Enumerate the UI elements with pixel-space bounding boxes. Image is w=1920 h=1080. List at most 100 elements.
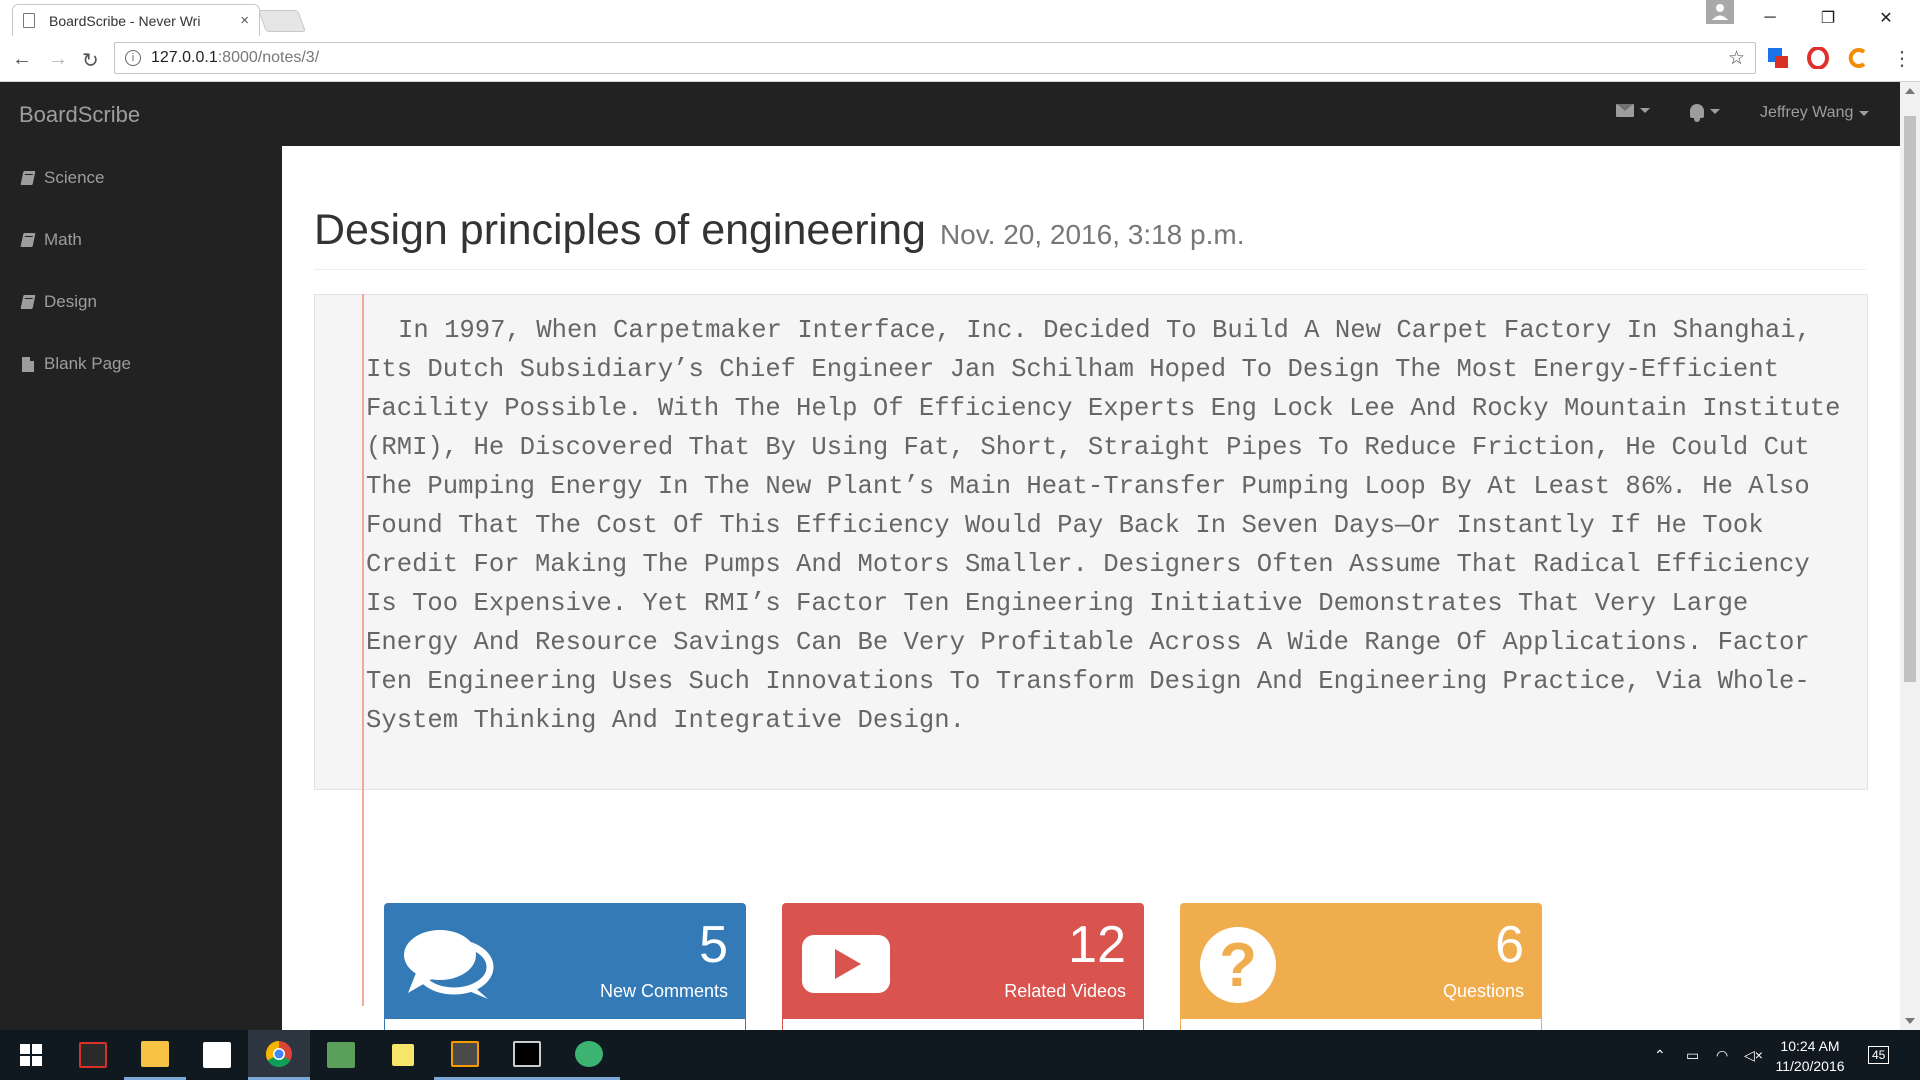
address-bar[interactable]: i 127.0.0.1:8000/notes/3/ ☆ bbox=[114, 42, 1756, 74]
caret-down-icon bbox=[1640, 108, 1650, 113]
bell-icon bbox=[1690, 104, 1704, 122]
questions-panel[interactable]: ? 6 Questions bbox=[1180, 903, 1542, 1030]
action-center-button[interactable]: 45 bbox=[1868, 1030, 1890, 1080]
related-videos-panel[interactable]: 12 Related Videos bbox=[782, 903, 1144, 1030]
notifications-dropdown[interactable] bbox=[1690, 104, 1720, 122]
new-comments-panel[interactable]: 5 New Comments bbox=[384, 903, 746, 1030]
clock-time: 10:24 AM bbox=[1780, 1038, 1840, 1054]
chrome-icon bbox=[265, 1040, 292, 1067]
tray-chevron-icon[interactable]: ⌃ bbox=[1654, 1046, 1666, 1063]
comments-label: New Comments bbox=[599, 981, 728, 1001]
sidebar: Science Math Design Blank Page bbox=[0, 146, 282, 1030]
calendar-icon bbox=[203, 1042, 231, 1068]
scroll-down-arrow-icon[interactable] bbox=[1905, 1018, 1915, 1024]
user-name: Jeffrey Wang bbox=[1760, 104, 1854, 121]
browser-toolbar: ← → ↻ i 127.0.0.1:8000/notes/3/ ☆ ⋮ bbox=[0, 36, 1920, 82]
browser-menu-icon[interactable]: ⋮ bbox=[1892, 48, 1912, 70]
windows-logo-icon bbox=[20, 1044, 42, 1066]
main-content: Design principles of engineering Nov. 20… bbox=[282, 146, 1900, 1030]
taskbar-atom[interactable] bbox=[558, 1030, 620, 1080]
taskbar-chrome[interactable] bbox=[248, 1030, 310, 1080]
restore-button[interactable]: ❐ bbox=[1820, 10, 1836, 27]
comments-icon bbox=[404, 930, 494, 999]
panel-footer bbox=[384, 1019, 746, 1030]
extension-opera-icon[interactable] bbox=[1806, 46, 1830, 70]
app-navbar: BoardScribe Jeffrey Wang bbox=[0, 82, 1900, 146]
sidebar-item-label: Math bbox=[44, 230, 82, 249]
forward-icon[interactable]: → bbox=[48, 48, 68, 70]
taskbar-app[interactable] bbox=[310, 1030, 372, 1080]
extension-c-icon[interactable] bbox=[1846, 46, 1870, 70]
sticky-notes-icon bbox=[392, 1044, 414, 1066]
caret-down-icon bbox=[1710, 108, 1720, 114]
taskbar-sublime[interactable] bbox=[434, 1030, 496, 1080]
notebook-margin-line bbox=[362, 294, 364, 1006]
note-body-text: In 1997, When Carpetmaker Interface, Inc… bbox=[366, 316, 1841, 735]
sidebar-item-label: Science bbox=[44, 168, 105, 187]
taskbar-sticky-notes[interactable] bbox=[372, 1030, 434, 1080]
sublime-icon bbox=[451, 1040, 479, 1067]
taskbar-calendar[interactable] bbox=[186, 1030, 248, 1080]
reload-icon[interactable]: ↻ bbox=[82, 50, 99, 72]
brand-logo[interactable]: BoardScribe bbox=[19, 102, 141, 127]
close-window-button[interactable]: ✕ bbox=[1879, 10, 1893, 27]
page-header: Design principles of engineering Nov. 20… bbox=[314, 206, 1866, 270]
start-button[interactable] bbox=[0, 1030, 62, 1080]
profile-icon[interactable] bbox=[1706, 0, 1734, 24]
page-scrollbar[interactable] bbox=[1900, 82, 1920, 1030]
envelope-icon bbox=[1616, 104, 1634, 117]
terminal-icon bbox=[513, 1040, 541, 1067]
volume-muted-icon[interactable]: ◁× bbox=[1744, 1046, 1763, 1063]
video-play-icon bbox=[802, 935, 890, 993]
questions-count: 6 bbox=[1495, 916, 1524, 974]
page-title: Design principles of engineering bbox=[314, 206, 926, 254]
browser-tab[interactable]: BoardScribe - Never Wri × bbox=[12, 4, 260, 36]
minimize-button[interactable]: ─ bbox=[1764, 9, 1776, 26]
taskbar-file-explorer[interactable] bbox=[124, 1030, 186, 1080]
back-icon[interactable]: ← bbox=[12, 48, 32, 70]
scroll-up-arrow-icon[interactable] bbox=[1905, 88, 1915, 94]
acrobat-icon bbox=[79, 1042, 107, 1068]
videos-label: Related Videos bbox=[1004, 981, 1126, 1001]
clock-date: 11/20/2016 bbox=[1775, 1058, 1845, 1074]
sidebar-item-label: Blank Page bbox=[44, 354, 131, 373]
windows-taskbar: ⌃ ▭ ◠ ◁× 10:24 AM 11/20/2016 45 bbox=[0, 1030, 1920, 1080]
sidebar-item-math[interactable]: Math bbox=[20, 230, 82, 250]
sidebar-item-label: Design bbox=[44, 292, 97, 311]
user-menu-dropdown[interactable]: Jeffrey Wang bbox=[1760, 104, 1870, 122]
atom-icon bbox=[575, 1040, 603, 1067]
notification-count: 45 bbox=[1868, 1046, 1890, 1064]
book-icon bbox=[20, 233, 36, 247]
url-path: :8000/notes/3/ bbox=[217, 49, 320, 66]
sidebar-item-science[interactable]: Science bbox=[20, 168, 105, 188]
battery-icon[interactable]: ▭ bbox=[1686, 1046, 1700, 1063]
system-clock[interactable]: 10:24 AM 11/20/2016 bbox=[1770, 1036, 1850, 1076]
taskbar-acrobat[interactable] bbox=[62, 1030, 124, 1080]
url-host: 127.0.0.1 bbox=[151, 49, 218, 66]
panel-footer bbox=[1180, 1019, 1542, 1030]
videos-count: 12 bbox=[1068, 916, 1126, 974]
tab-close-icon[interactable]: × bbox=[240, 12, 249, 29]
extension-translate-icon[interactable] bbox=[1766, 46, 1790, 70]
comments-count: 5 bbox=[699, 916, 728, 974]
sidebar-item-design[interactable]: Design bbox=[20, 292, 97, 312]
note-date: Nov. 20, 2016, 3:18 p.m. bbox=[939, 219, 1245, 250]
panel-footer bbox=[782, 1019, 1144, 1030]
bookmark-star-icon[interactable]: ☆ bbox=[1727, 48, 1745, 69]
caret-down-icon bbox=[1859, 110, 1870, 116]
scroll-thumb[interactable] bbox=[1904, 116, 1916, 682]
sidebar-item-blank-page[interactable]: Blank Page bbox=[22, 354, 131, 374]
book-icon bbox=[20, 171, 36, 185]
questions-label: Questions bbox=[1442, 981, 1524, 1001]
new-tab-button[interactable] bbox=[257, 10, 307, 32]
messages-dropdown[interactable] bbox=[1616, 104, 1650, 117]
tab-title: BoardScribe - Never Wri bbox=[49, 12, 201, 29]
app-icon bbox=[327, 1042, 355, 1068]
site-info-icon[interactable]: i bbox=[125, 50, 141, 66]
file-icon bbox=[22, 356, 34, 372]
browser-tab-bar: BoardScribe - Never Wri × ─ ❐ ✕ bbox=[0, 0, 1920, 36]
book-icon bbox=[20, 295, 36, 309]
question-icon: ? bbox=[1200, 927, 1276, 1003]
wifi-icon[interactable]: ◠ bbox=[1716, 1046, 1729, 1063]
taskbar-terminal[interactable] bbox=[496, 1030, 558, 1080]
